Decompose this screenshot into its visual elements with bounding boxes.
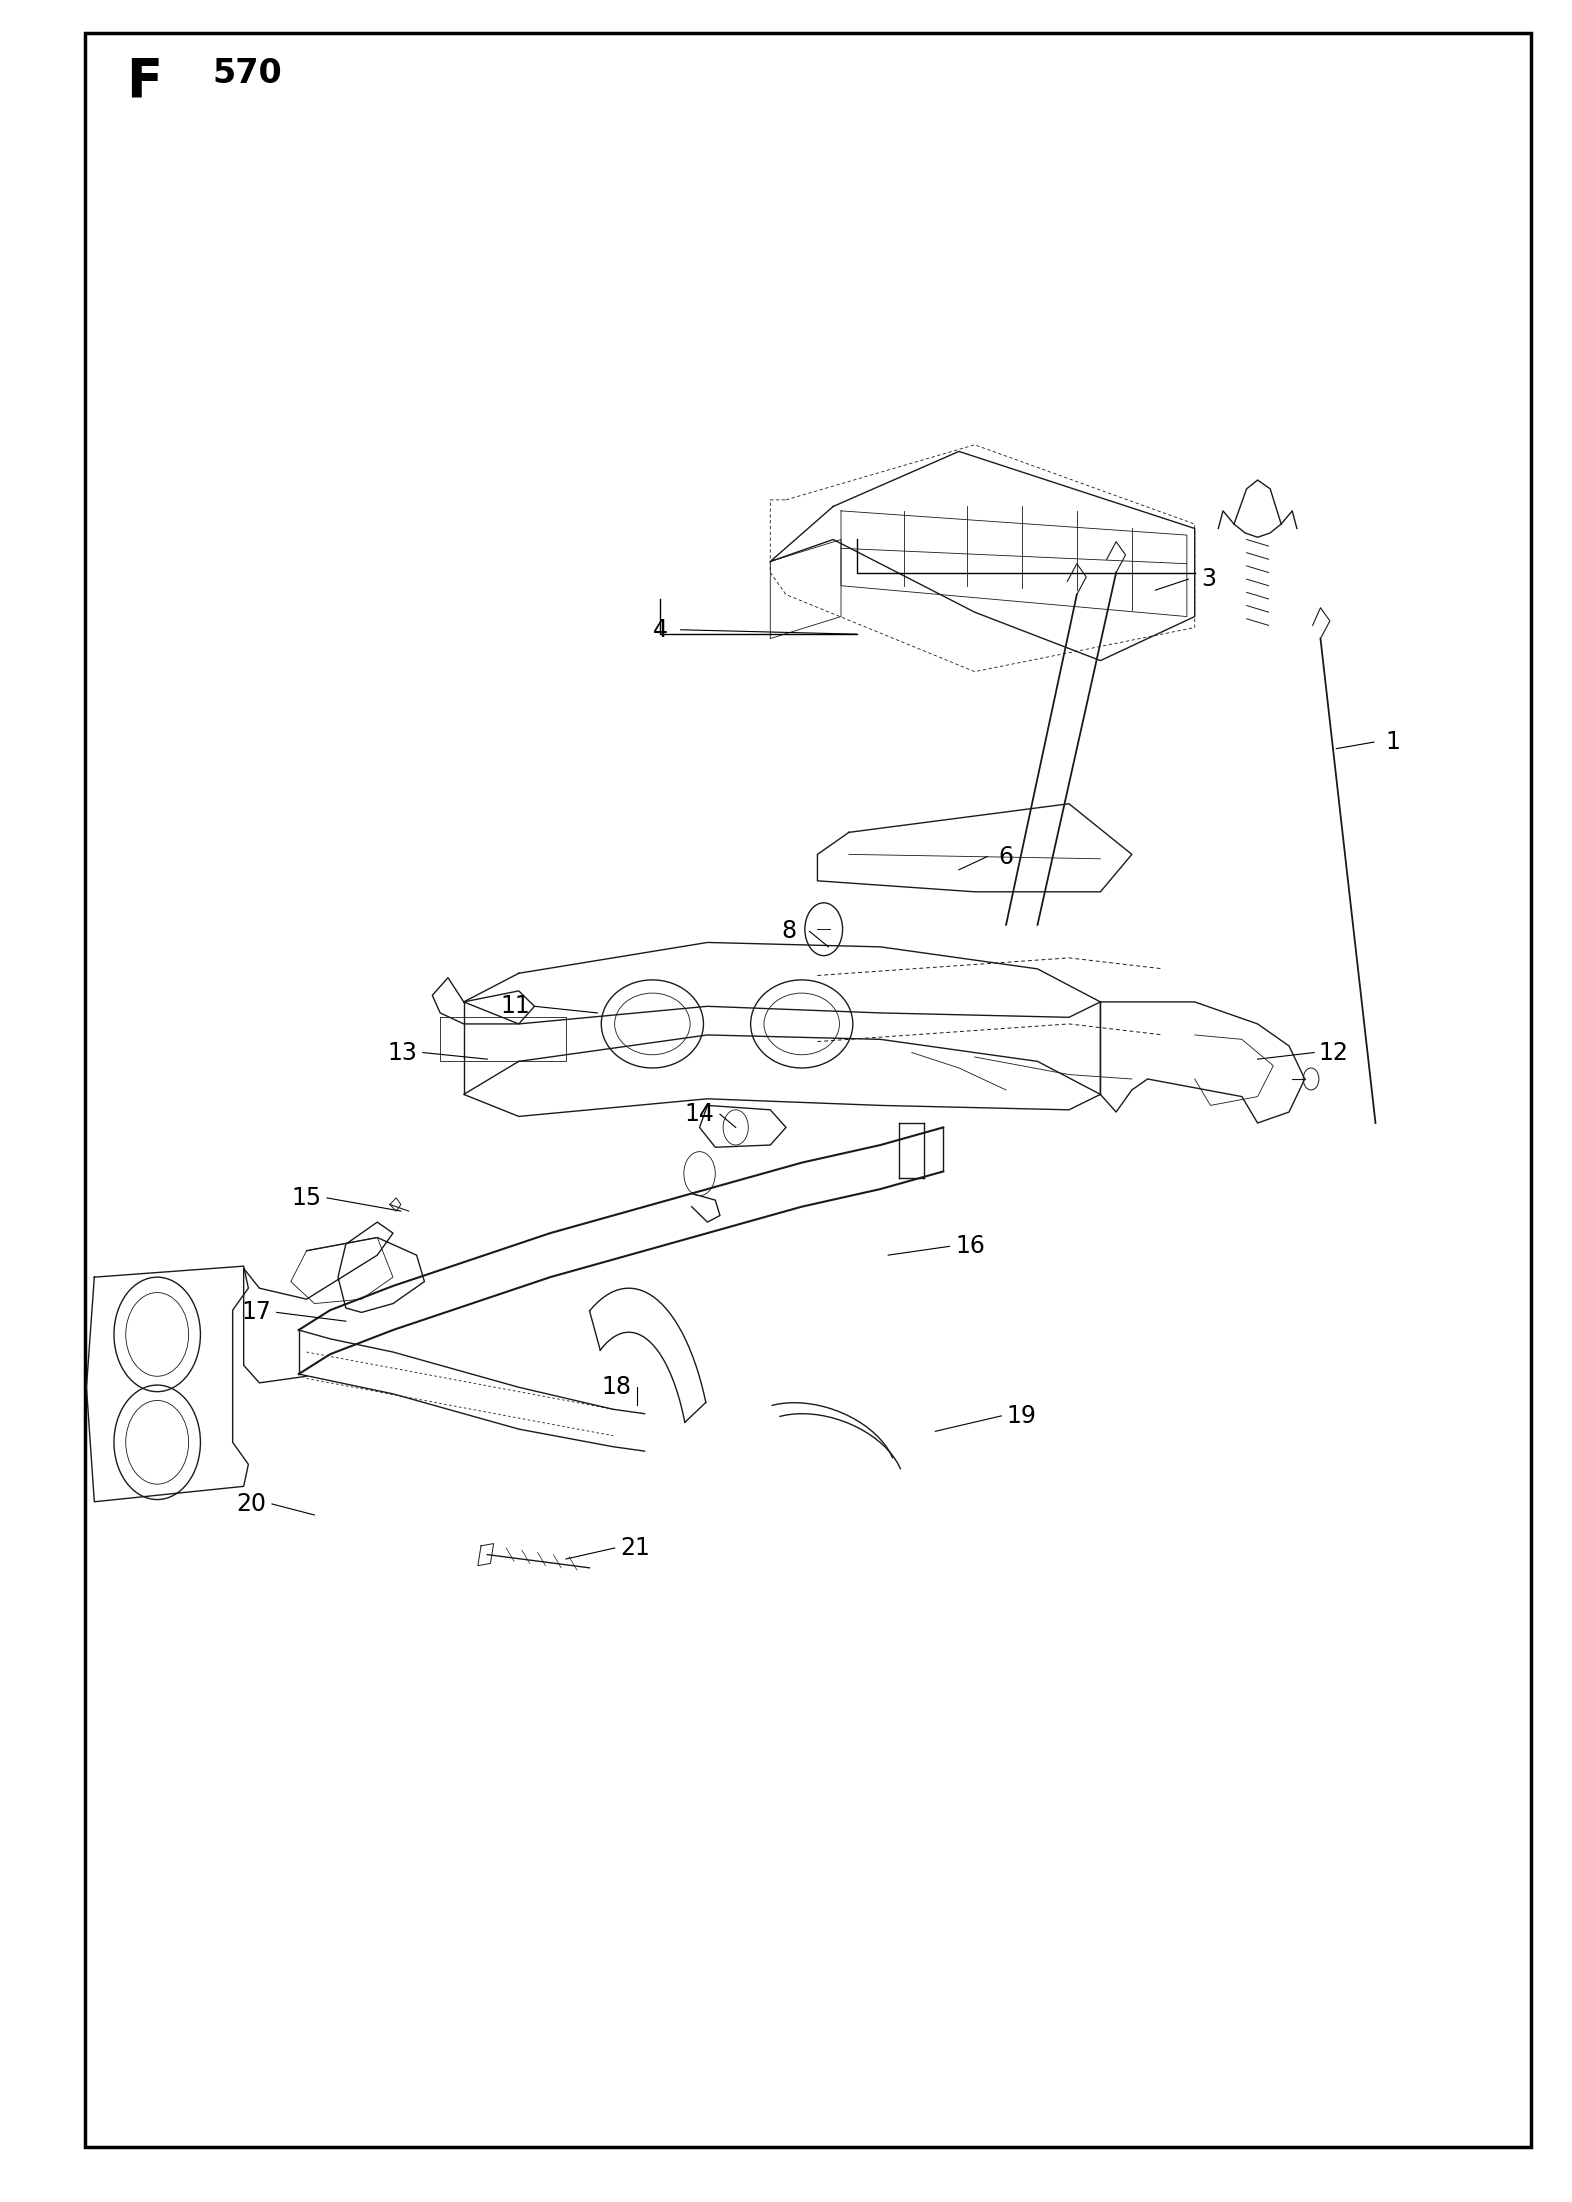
Text: 19: 19 — [1006, 1405, 1038, 1427]
Text: 8: 8 — [781, 920, 797, 942]
Text: 6: 6 — [998, 846, 1014, 868]
Text: F: F — [126, 55, 162, 108]
Text: 3: 3 — [1201, 568, 1217, 590]
Text: 18: 18 — [601, 1376, 632, 1398]
Text: 1: 1 — [1385, 731, 1401, 753]
Text: 12: 12 — [1317, 1042, 1349, 1064]
Text: 13: 13 — [387, 1042, 418, 1064]
Text: 14: 14 — [684, 1103, 715, 1125]
Text: 21: 21 — [619, 1537, 651, 1559]
Text: 15: 15 — [291, 1187, 322, 1209]
Text: 570: 570 — [212, 57, 281, 90]
Text: 16: 16 — [954, 1235, 986, 1257]
Text: 17: 17 — [241, 1301, 272, 1323]
Text: 4: 4 — [652, 619, 668, 641]
Text: 20: 20 — [236, 1493, 267, 1515]
Text: 11: 11 — [501, 995, 530, 1017]
